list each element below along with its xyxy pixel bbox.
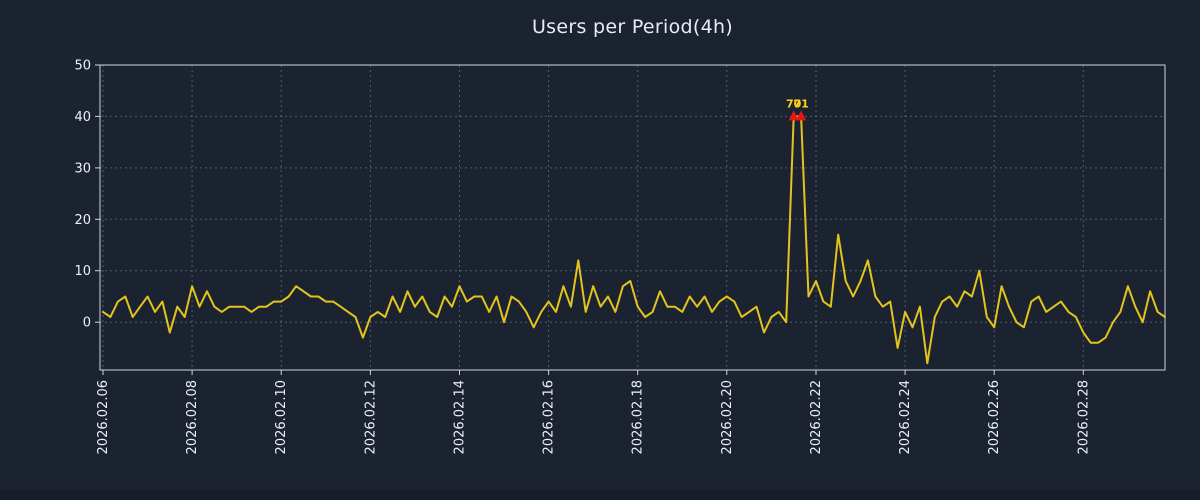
y-tick-label: 10 xyxy=(74,264,91,279)
y-tick-label: 50 xyxy=(74,59,91,74)
x-tick-label: 2026.02.16 xyxy=(542,380,557,454)
x-tick-label: 2026.02.12 xyxy=(363,380,378,454)
x-tick-label: 2026.02.26 xyxy=(987,380,1002,454)
x-tick-label: 2026.02.28 xyxy=(1076,380,1091,454)
y-tick-label: 0 xyxy=(83,316,91,331)
plot-border xyxy=(99,64,1166,371)
chart-title: Users per Period(4h) xyxy=(531,16,734,38)
x-tick-label: 2026.02.20 xyxy=(720,380,735,454)
x-tick-label: 2026.02.18 xyxy=(631,380,646,454)
bottom-strip xyxy=(0,490,1200,500)
y-tick-label: 30 xyxy=(74,161,91,176)
peak-label: 70 xyxy=(786,97,802,110)
peak-marker xyxy=(788,110,799,121)
x-tick-label: 2026.02.14 xyxy=(453,380,468,454)
x-tick-label: 2026.02.22 xyxy=(809,380,824,454)
y-tick-label: 40 xyxy=(74,110,91,125)
x-tick-label: 2026.02.06 xyxy=(96,380,111,454)
peak-marker xyxy=(796,110,807,121)
y-tick-label: 20 xyxy=(74,213,91,228)
x-tick-label: 2026.02.24 xyxy=(898,380,913,454)
x-tick-label: 2026.02.10 xyxy=(274,380,289,454)
series-line xyxy=(102,115,1166,365)
x-tick-label: 2026.02.08 xyxy=(185,380,200,454)
peak-label: 71 xyxy=(793,97,808,110)
